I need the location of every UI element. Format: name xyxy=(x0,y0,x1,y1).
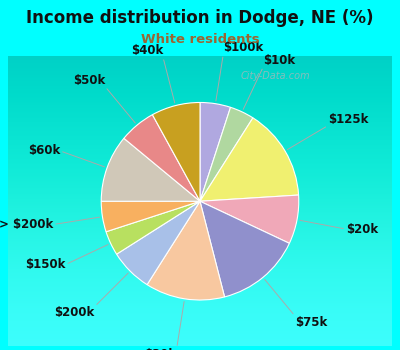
Wedge shape xyxy=(200,201,289,297)
Wedge shape xyxy=(101,201,200,232)
Text: $10k: $10k xyxy=(263,54,296,66)
Text: $40k: $40k xyxy=(131,44,163,57)
Wedge shape xyxy=(124,115,200,201)
Wedge shape xyxy=(106,201,200,254)
Text: City-Data.com: City-Data.com xyxy=(241,71,310,81)
Wedge shape xyxy=(152,103,200,201)
Text: $60k: $60k xyxy=(28,144,60,158)
Wedge shape xyxy=(200,107,253,201)
Text: Income distribution in Dodge, NE (%): Income distribution in Dodge, NE (%) xyxy=(26,9,374,27)
Wedge shape xyxy=(117,201,200,285)
Wedge shape xyxy=(200,118,298,201)
Text: $75k: $75k xyxy=(295,316,327,329)
Wedge shape xyxy=(147,201,224,300)
Text: > $200k: > $200k xyxy=(0,218,53,231)
Text: $200k: $200k xyxy=(54,306,95,320)
Text: $50k: $50k xyxy=(73,74,105,87)
Text: $150k: $150k xyxy=(25,258,66,271)
Text: $20k: $20k xyxy=(346,223,378,236)
Wedge shape xyxy=(200,195,299,243)
Text: $100k: $100k xyxy=(223,41,264,54)
Text: $125k: $125k xyxy=(328,113,368,126)
Text: White residents: White residents xyxy=(141,33,259,46)
Text: $30k: $30k xyxy=(145,348,177,350)
Wedge shape xyxy=(200,103,230,201)
Wedge shape xyxy=(101,138,200,201)
